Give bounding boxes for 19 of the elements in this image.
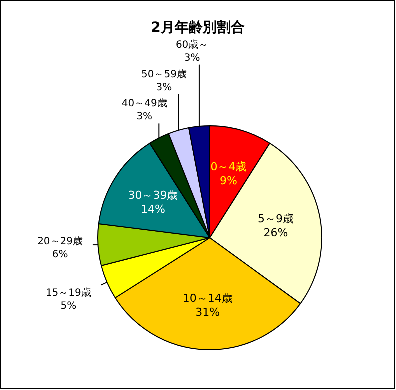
data-label: 3% bbox=[136, 112, 153, 123]
data-label: 5% bbox=[60, 301, 77, 312]
slice-label: 15～19歳 bbox=[46, 287, 92, 300]
slice-label: 50～59歳 bbox=[142, 68, 187, 81]
data-label: 31% bbox=[196, 306, 220, 320]
data-label: 3% bbox=[156, 82, 172, 94]
data-label: 14% bbox=[141, 202, 166, 216]
slice-label: 20～29歳 bbox=[38, 235, 84, 248]
slice-label: 40～49歳 bbox=[122, 98, 168, 110]
data-label: 3% bbox=[184, 52, 200, 64]
chart-title: 2月年齢別割合 bbox=[151, 19, 245, 36]
slice-label: 0～4歳 bbox=[210, 160, 247, 174]
slice-label: 60歳～ bbox=[176, 38, 209, 51]
data-label: 6% bbox=[52, 249, 68, 260]
slice-label: 30～39歳 bbox=[128, 188, 178, 202]
data-label: 9% bbox=[220, 174, 238, 188]
slice-label: 5～9歳 bbox=[258, 212, 294, 226]
slice-label: 10～14歳 bbox=[182, 292, 233, 306]
data-label: 26% bbox=[264, 226, 288, 240]
